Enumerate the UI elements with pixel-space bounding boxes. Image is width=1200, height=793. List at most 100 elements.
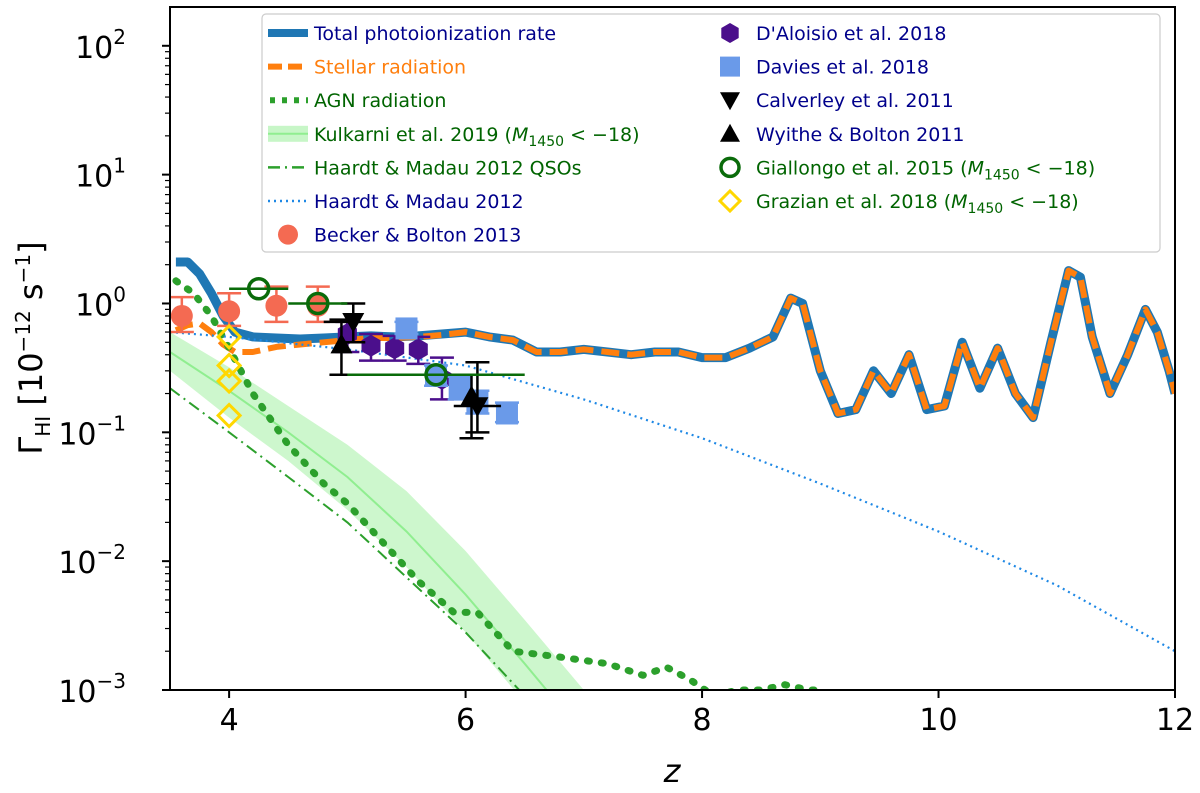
y-axis-title-part: −1 bbox=[11, 254, 35, 283]
y-axis-title-part: −12 bbox=[11, 310, 35, 352]
series-line bbox=[170, 387, 521, 690]
legend-label-math: M bbox=[968, 157, 984, 179]
x-tick-label: 4 bbox=[220, 703, 239, 738]
data-point bbox=[395, 317, 418, 340]
legend: Total photoionization rate Stellar radiat… bbox=[261, 13, 1161, 253]
x-axis-title: z bbox=[663, 752, 682, 790]
series-line bbox=[174, 267, 1175, 421]
y-axis-title: ΓHI [10−12 s−1] bbox=[11, 241, 55, 454]
y-tick-exp: −2 bbox=[97, 540, 126, 564]
legend-label: Wyithe & Bolton 2011 bbox=[756, 124, 965, 146]
legend-label-text: Haardt & Madau 2012 QSOs bbox=[314, 157, 582, 179]
y-tick-label: 100 bbox=[75, 282, 126, 323]
data-point bbox=[342, 313, 365, 333]
y-tick-exp: 2 bbox=[113, 25, 126, 49]
legend-label-sub: 1450 bbox=[528, 134, 564, 150]
legend-label-text: Grazian et al. 2018 ( bbox=[756, 191, 951, 213]
legend-entry-agn-radiation: AGN radiation bbox=[270, 90, 446, 112]
legend-label-text: Wyithe & Bolton 2011 bbox=[756, 124, 965, 146]
series-agn-radiation bbox=[172, 277, 824, 690]
legend-label-text: D'Aloisio et al. 2018 bbox=[756, 23, 946, 45]
legend-label: Haardt & Madau 2012 QSOs bbox=[314, 157, 582, 179]
x-tick-label: 12 bbox=[1156, 703, 1194, 738]
legend-label: Haardt & Madau 2012 bbox=[314, 191, 524, 213]
legend-label-text: Kulkarni et al. 2019 ( bbox=[314, 124, 512, 146]
data-point bbox=[246, 277, 271, 301]
legend-entry-kulkarni-et-al-2019-18: Kulkarni et al. 2019 (M1450 < −18) bbox=[268, 124, 640, 150]
x-tick-label: 10 bbox=[919, 703, 957, 738]
y-tick-exp: 1 bbox=[113, 154, 126, 178]
legend-handle bbox=[720, 56, 740, 77]
data-point bbox=[215, 367, 243, 395]
legend-label-sub: 1450 bbox=[984, 167, 1020, 183]
legend-entry-becker-bolton-2013: Becker & Bolton 2013 bbox=[278, 224, 521, 247]
legend-label: Davies et al. 2018 bbox=[756, 57, 929, 79]
legend-label-text: Giallongo et al. 2015 ( bbox=[756, 157, 968, 179]
legend-label-tail: < −18) bbox=[1020, 157, 1096, 179]
legend-entry-davies-et-al-2018: Davies et al. 2018 bbox=[720, 56, 929, 79]
legend-entry-giallongo-et-al-2015-18: Giallongo et al. 2015 (M1450 < −18) bbox=[719, 156, 1096, 183]
y-tick-base: 10 bbox=[75, 160, 113, 195]
legend-label-text: Total photoionization rate bbox=[313, 23, 556, 45]
series-haardt-madau-2012 bbox=[170, 331, 1175, 653]
legend-label-tail: < −18) bbox=[564, 124, 640, 146]
legend-entry-total-photoionization-rate: Total photoionization rate bbox=[268, 23, 556, 45]
legend-entry-haardt-madau-2012: Haardt & Madau 2012 bbox=[268, 191, 524, 213]
data-point bbox=[495, 402, 518, 425]
legend-entry-calverley-et-al-2011: Calverley et al. 2011 bbox=[720, 90, 954, 112]
data-point bbox=[170, 304, 193, 327]
legend-handle bbox=[268, 125, 308, 142]
data-point bbox=[215, 402, 243, 429]
legend-label-text: Haardt & Madau 2012 bbox=[314, 191, 524, 213]
legend-handle bbox=[720, 123, 740, 142]
y-axis-title-part: HI bbox=[31, 416, 55, 437]
data-point bbox=[218, 300, 241, 323]
y-tick-base: 10 bbox=[75, 31, 113, 66]
legend-handle bbox=[719, 156, 741, 179]
legend-handle bbox=[278, 224, 298, 245]
legend-entry-stellar-radiation: Stellar radiation bbox=[268, 57, 466, 79]
series-stellar-radiation bbox=[174, 267, 1175, 421]
legend-label: Stellar radiation bbox=[314, 57, 466, 79]
y-tick-exp: −1 bbox=[97, 411, 126, 435]
y-tick-label: 102 bbox=[75, 25, 126, 66]
legend-handle bbox=[721, 23, 739, 43]
data-point bbox=[408, 338, 428, 361]
y-axis-title-part: [10 bbox=[12, 352, 50, 415]
series-haardt-madau-2012-qsos bbox=[170, 387, 521, 690]
legend-label-text: AGN radiation bbox=[314, 90, 446, 112]
y-axis-title-part: Γ bbox=[12, 437, 50, 455]
legend-label: D'Aloisio et al. 2018 bbox=[756, 23, 946, 45]
legend-label: Total photoionization rate bbox=[313, 23, 556, 45]
data-point bbox=[215, 323, 243, 351]
legend-label-text: Calverley et al. 2011 bbox=[756, 90, 954, 112]
y-tick-base: 10 bbox=[58, 417, 96, 452]
legend-label-tail: < −18) bbox=[1003, 191, 1079, 213]
data-point bbox=[385, 337, 405, 360]
plot-frame bbox=[169, 6, 1176, 691]
plot-area bbox=[170, 257, 1175, 690]
data-point bbox=[448, 377, 471, 400]
series-giallongo-et-al-2015-m-1450-18 bbox=[229, 277, 525, 387]
series-grazian-et-al-2018-m-1450-18 bbox=[215, 323, 243, 429]
legend-label: AGN radiation bbox=[314, 90, 446, 112]
legend-entry-haardt-madau-2012-qsos: Haardt & Madau 2012 QSOs bbox=[268, 157, 582, 179]
legend-label-text: Becker & Bolton 2013 bbox=[314, 225, 521, 247]
y-axis-title-part: s bbox=[12, 283, 50, 310]
y-tick-label: 10−3 bbox=[58, 669, 126, 710]
y-tick-exp: −3 bbox=[97, 669, 126, 693]
y-tick-base: 10 bbox=[75, 288, 113, 323]
legend-entry-grazian-et-al-2018-18: Grazian et al. 2018 (M1450 < −18) bbox=[717, 188, 1079, 217]
data-point bbox=[330, 333, 353, 354]
series-line bbox=[170, 331, 1175, 653]
series-line bbox=[172, 277, 824, 690]
legend-label: Kulkarni et al. 2019 (M1450 < −18) bbox=[314, 124, 640, 150]
legend-frame bbox=[261, 13, 1161, 253]
data-point bbox=[306, 291, 330, 316]
data-point bbox=[215, 352, 243, 379]
legend-label-math: M bbox=[951, 191, 967, 213]
y-tick-base: 10 bbox=[58, 675, 96, 710]
legend-label: Becker & Bolton 2013 bbox=[314, 225, 521, 247]
